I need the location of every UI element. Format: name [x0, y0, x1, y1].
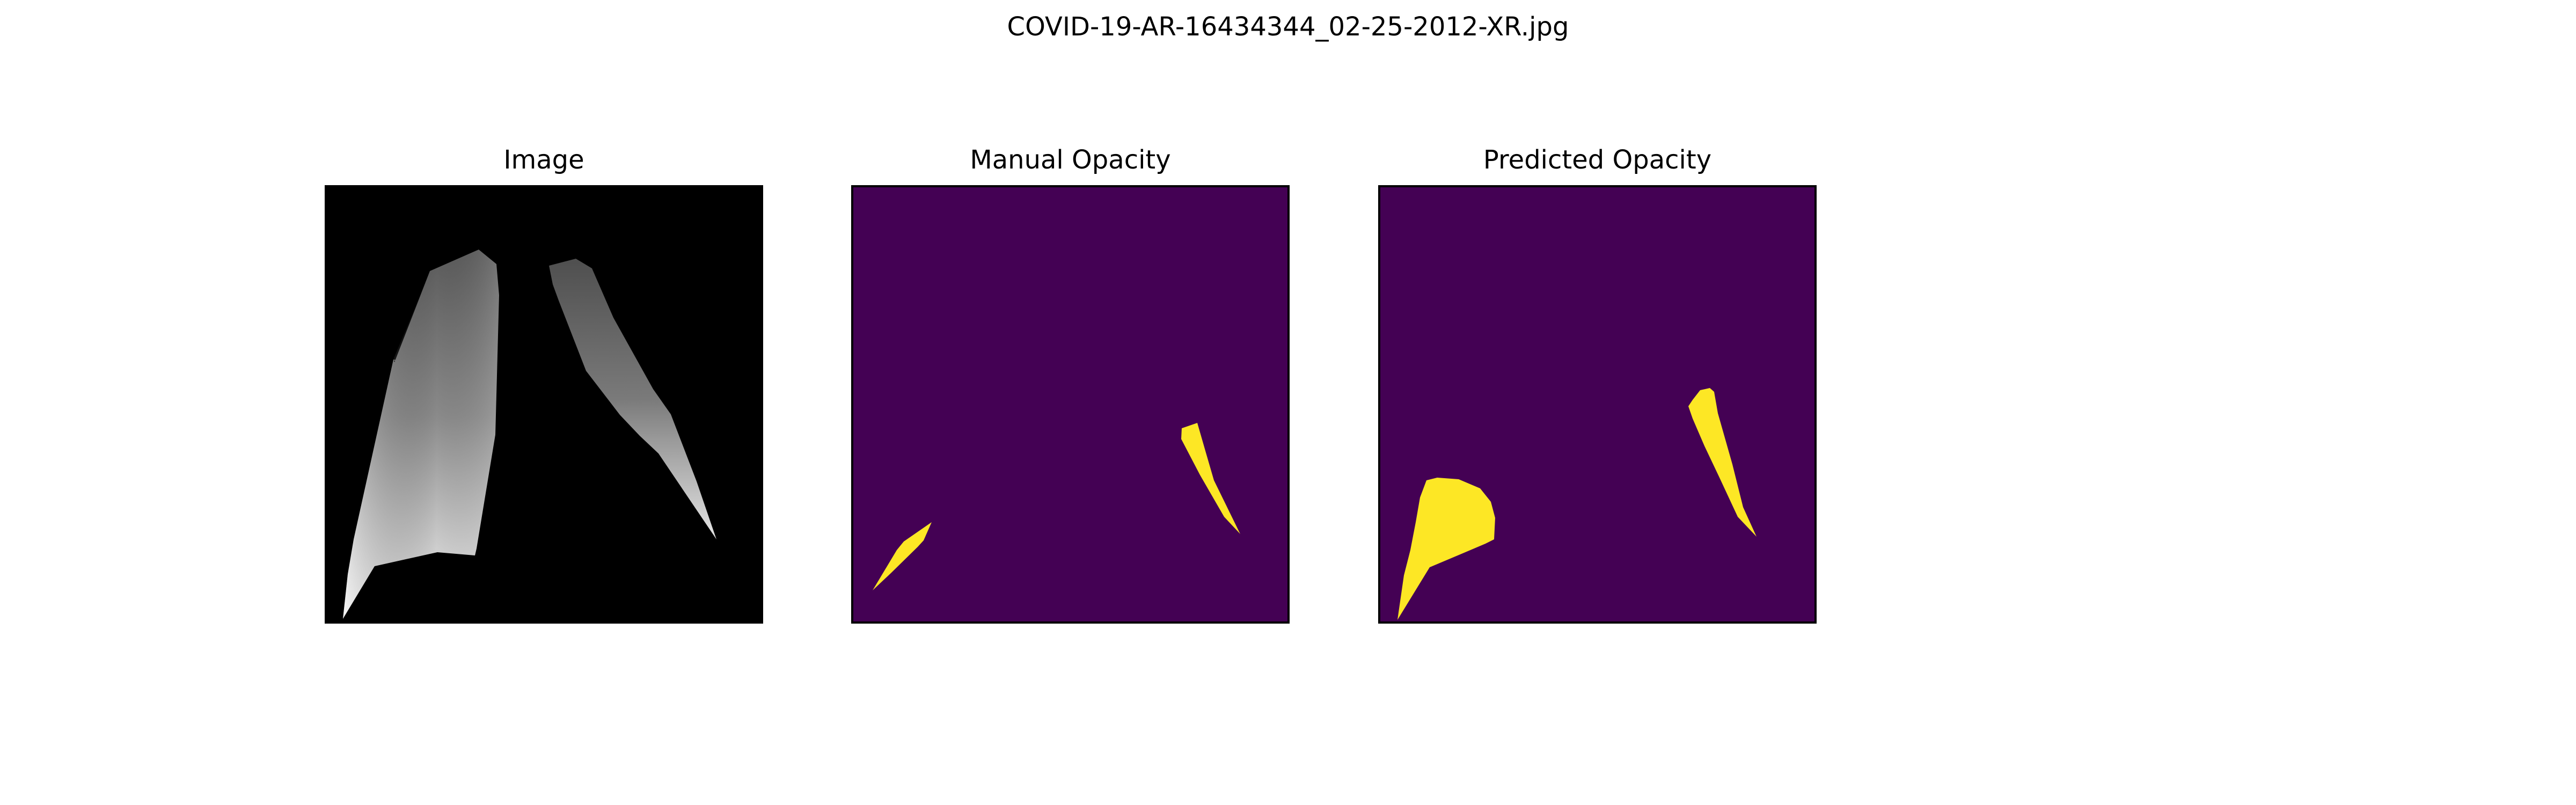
panel-frame	[851, 185, 1290, 624]
right-lung-segment-shade	[343, 250, 499, 619]
panel-image	[325, 185, 763, 624]
panel-frame	[1378, 185, 1817, 624]
left-lung-segment	[549, 259, 716, 539]
predicted-opacity-mask	[1378, 185, 1817, 624]
panel-title-predicted-opacity: Predicted Opacity	[1483, 145, 1712, 175]
panel-title-image: Image	[503, 145, 584, 175]
manual-opacity-mask	[851, 185, 1290, 624]
opacity-region-right	[1181, 423, 1240, 534]
opacity-region-left	[1397, 478, 1495, 620]
opacity-region-right	[1688, 388, 1757, 537]
mask-background	[851, 185, 1290, 624]
panel-frame	[325, 185, 763, 624]
panel-manual-opacity	[851, 185, 1290, 624]
xray-image	[325, 185, 763, 624]
figure-title: COVID-19-AR-16434344_02-25-2012-XR.jpg	[1007, 12, 1569, 42]
panel-title-manual-opacity: Manual Opacity	[970, 145, 1171, 175]
opacity-region-left	[873, 522, 932, 590]
panel-predicted-opacity	[1378, 185, 1817, 624]
